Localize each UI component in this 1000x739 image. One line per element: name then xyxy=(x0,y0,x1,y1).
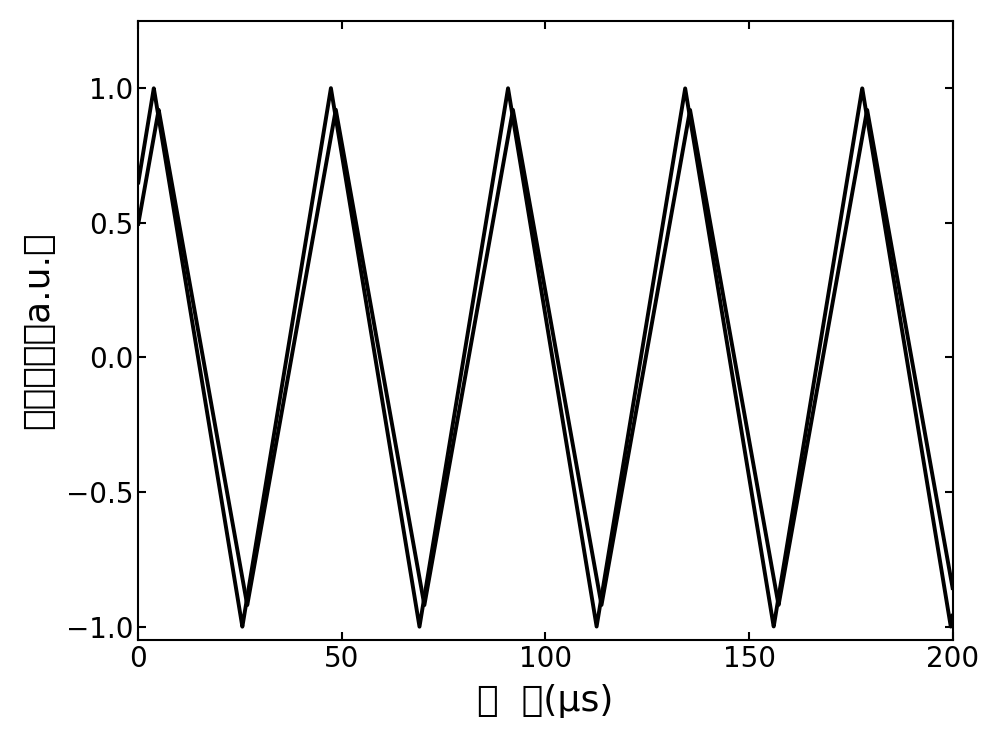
Y-axis label: 相对强度（a.u.）: 相对强度（a.u.） xyxy=(21,232,55,429)
X-axis label: 时  间(μs): 时 间(μs) xyxy=(477,684,614,718)
